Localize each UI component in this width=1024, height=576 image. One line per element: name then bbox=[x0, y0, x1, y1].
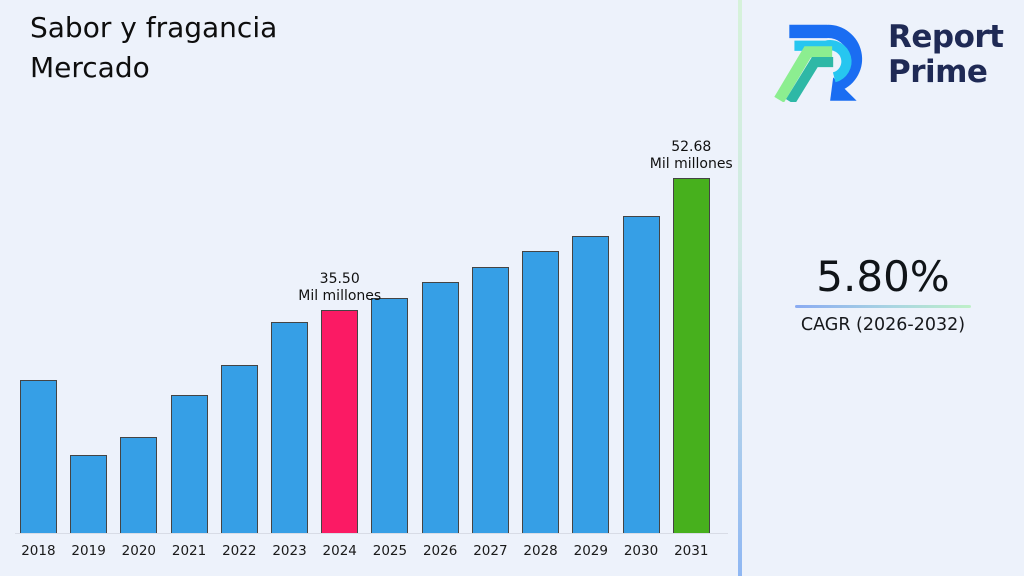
x-tick-2031: 2031 bbox=[674, 543, 709, 559]
logo-word-report: Report bbox=[888, 19, 1004, 55]
value-label-2031: 52.68 Mil millones bbox=[649, 139, 733, 173]
logo-word-prime: Prime bbox=[888, 54, 988, 90]
x-tick-2025: 2025 bbox=[372, 543, 408, 559]
bar-2026 bbox=[421, 282, 459, 533]
cagr-panel: 5.80% CAGR (2026-2032) bbox=[793, 254, 973, 335]
report-prime-logo: Report Prime bbox=[773, 18, 1004, 102]
bar-2029 bbox=[572, 235, 610, 533]
page-title-line1: Sabor y fragancia bbox=[30, 11, 278, 44]
bar-2027 bbox=[471, 267, 509, 533]
x-tick-2023: 2023 bbox=[272, 543, 307, 559]
vertical-divider bbox=[738, 0, 742, 576]
bar-2030 bbox=[622, 215, 660, 533]
bar-2023 bbox=[271, 322, 308, 533]
report-prime-logo-icon bbox=[774, 24, 863, 102]
x-tick-2027: 2027 bbox=[473, 543, 508, 559]
logo-wordmark: Report Prime bbox=[888, 20, 1004, 90]
page-title-line2: Mercado bbox=[30, 51, 150, 84]
x-tick-2024: 2024 bbox=[322, 543, 357, 559]
x-tick-2030: 2030 bbox=[623, 543, 659, 559]
page-title: Sabor y fragancia Mercado bbox=[30, 8, 277, 88]
bar-2020 bbox=[120, 437, 158, 533]
gradient-underline bbox=[795, 305, 971, 308]
bar-2028 bbox=[522, 251, 560, 533]
x-tick-2021: 2021 bbox=[171, 543, 207, 559]
value-label-2024: 35.50 Mil millones bbox=[298, 271, 382, 305]
bar-2021 bbox=[170, 395, 208, 533]
bar-chart: 2018 2019 2020 2021 2022 2023 2024 2025 2026 2027… bbox=[15, 130, 733, 559]
cagr-value: 5.80% bbox=[816, 252, 950, 301]
bar-2024 bbox=[321, 310, 359, 533]
bar-2022 bbox=[220, 365, 258, 533]
bar-2018 bbox=[19, 379, 57, 533]
bar-2031 bbox=[672, 178, 710, 533]
cagr-label: CAGR (2026-2032) bbox=[800, 315, 966, 335]
x-tick-2019: 2019 bbox=[71, 543, 106, 559]
x-tick-2018: 2018 bbox=[21, 543, 56, 559]
x-tick-2028: 2028 bbox=[523, 543, 558, 559]
x-axis-line bbox=[15, 533, 728, 534]
bar-2025 bbox=[371, 297, 409, 533]
x-tick-2022: 2022 bbox=[222, 543, 257, 559]
x-tick-2026: 2026 bbox=[422, 543, 458, 559]
x-tick-2020: 2020 bbox=[121, 543, 156, 559]
x-tick-2029: 2029 bbox=[573, 543, 608, 559]
bar-2019 bbox=[70, 454, 108, 533]
